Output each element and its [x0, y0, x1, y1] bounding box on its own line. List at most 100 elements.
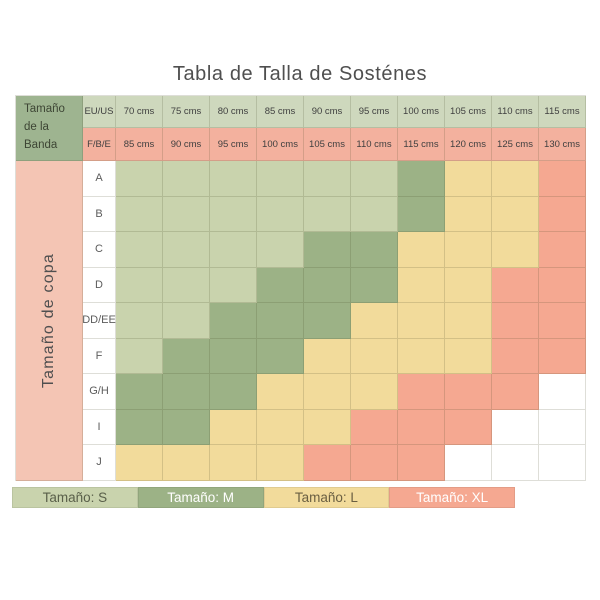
size-cell — [398, 232, 445, 268]
band-row2-value: 115 cms — [398, 128, 445, 161]
size-cell — [445, 303, 492, 339]
size-cell — [398, 303, 445, 339]
size-cell — [304, 232, 351, 268]
size-cell — [116, 232, 163, 268]
cup-size-label: A — [83, 161, 116, 197]
size-cell — [116, 303, 163, 339]
cup-axis-label: Tamaño de copa — [16, 161, 83, 481]
size-cell — [163, 303, 210, 339]
size-cell — [257, 161, 304, 197]
chart-title: Tabla de Talla de Sosténes — [172, 63, 428, 85]
band-row2-value: 85 cms — [116, 128, 163, 161]
size-cell — [445, 161, 492, 197]
cup-size-label: DD/EE — [82, 303, 116, 339]
band-row1-value: 95 cms — [351, 96, 398, 128]
band-row1-value: 100 cms — [398, 96, 445, 128]
size-cell — [398, 445, 445, 481]
size-cell — [539, 374, 586, 410]
size-cell — [398, 196, 445, 232]
band-row1-value: 70 cms — [116, 96, 163, 128]
size-cell — [116, 445, 163, 481]
band-row2-value: 105 cms — [304, 128, 351, 161]
size-cell — [492, 445, 539, 481]
legend-item-m: Tamaño: M — [137, 487, 264, 508]
band-row1-name: EU/US — [83, 96, 116, 128]
size-cell — [257, 232, 304, 268]
size-cell — [492, 232, 539, 268]
size-cell — [304, 196, 351, 232]
size-cell — [539, 338, 586, 374]
size-cell — [351, 232, 398, 268]
size-cell — [445, 338, 492, 374]
size-cell — [210, 267, 257, 303]
size-cell — [445, 445, 492, 481]
band-row2-value: 110 cms — [351, 128, 398, 161]
cup-size-label: F — [83, 338, 116, 374]
size-cell — [210, 196, 257, 232]
size-cell — [257, 374, 304, 410]
size-cell — [116, 338, 163, 374]
size-cell — [398, 267, 445, 303]
size-cell — [304, 267, 351, 303]
size-cell — [351, 445, 398, 481]
size-legend: Tamaño: S Tamaño: M Tamaño: L Tamaño: XL — [12, 487, 515, 508]
size-cell — [163, 374, 210, 410]
size-cell — [304, 374, 351, 410]
size-cell — [210, 338, 257, 374]
size-cell — [163, 267, 210, 303]
size-cell — [445, 267, 492, 303]
size-cell — [492, 267, 539, 303]
size-cell — [257, 303, 304, 339]
size-cell — [351, 374, 398, 410]
size-cell — [398, 409, 445, 445]
size-cell — [116, 161, 163, 197]
size-cell — [257, 338, 304, 374]
size-cell — [304, 409, 351, 445]
size-cell — [116, 409, 163, 445]
size-cell — [163, 338, 210, 374]
size-cell — [116, 374, 163, 410]
size-cell — [304, 161, 351, 197]
size-cell — [539, 267, 586, 303]
cup-axis-label-text: Tamaño de copa — [40, 252, 57, 388]
size-cell — [492, 409, 539, 445]
legend-item-l: Tamaño: L — [263, 487, 390, 508]
size-cell — [351, 409, 398, 445]
size-cell — [304, 303, 351, 339]
band-row2-name: F/B/E — [83, 128, 116, 161]
cup-size-label: C — [83, 232, 116, 268]
legend-item-s: Tamaño: S — [12, 487, 138, 508]
size-table: Tamaño de la Banda EU/US 70 cms 75 cms 80 cm… — [15, 95, 586, 481]
cup-size-label: J — [83, 445, 116, 481]
cup-size-label: B — [83, 196, 116, 232]
cup-size-label: I — [83, 409, 116, 445]
size-cell — [398, 374, 445, 410]
size-cell — [351, 196, 398, 232]
band-axis-label: Tamaño de la Banda — [16, 96, 83, 161]
band-row1-value: 110 cms — [492, 96, 539, 128]
cup-size-label: D — [83, 267, 116, 303]
size-cell — [539, 232, 586, 268]
size-cell — [539, 161, 586, 197]
size-cell — [210, 161, 257, 197]
size-cell — [492, 196, 539, 232]
size-cell — [163, 445, 210, 481]
size-cell — [492, 338, 539, 374]
size-cell — [445, 232, 492, 268]
band-row1-value: 85 cms — [257, 96, 304, 128]
band-row1-value: 115 cms — [539, 96, 586, 128]
size-cell — [445, 196, 492, 232]
band-row1-value: 90 cms — [304, 96, 351, 128]
size-cell — [116, 196, 163, 232]
size-cell — [398, 161, 445, 197]
size-cell — [257, 409, 304, 445]
band-row2-value: 100 cms — [257, 128, 304, 161]
legend-item-xl: Tamaño: XL — [389, 487, 515, 508]
band-row2-value: 130 cms — [539, 128, 586, 161]
size-cell — [210, 303, 257, 339]
size-cell — [351, 161, 398, 197]
band-row1-value: 75 cms — [163, 96, 210, 128]
size-cell — [257, 267, 304, 303]
size-cell — [539, 445, 586, 481]
